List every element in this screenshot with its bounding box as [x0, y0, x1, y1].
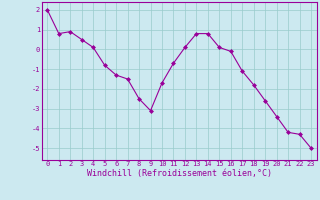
X-axis label: Windchill (Refroidissement éolien,°C): Windchill (Refroidissement éolien,°C): [87, 169, 272, 178]
